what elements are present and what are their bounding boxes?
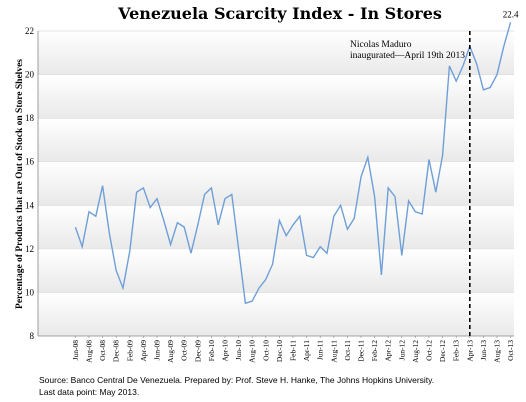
x-tick-label: Apr-12 (384, 340, 393, 362)
y-axis-label: Percentage of Products that are Out of S… (15, 59, 25, 309)
x-tick-label: Aug-09 (166, 340, 175, 363)
x-tick-label: Jun-13 (479, 340, 488, 361)
x-tick-label: Aug-13 (493, 340, 502, 363)
x-tick-label: Dec-10 (275, 340, 284, 362)
x-tick-label: Apr-11 (302, 340, 311, 361)
x-tick-label: Aug-08 (85, 340, 94, 363)
x-tick-label: Jun-08 (71, 340, 80, 361)
x-tick-label: Feb-09 (125, 340, 134, 361)
x-tick-label: Aug-10 (248, 340, 257, 363)
x-tick-label: Oct-10 (261, 340, 270, 361)
grid-band (38, 292, 514, 336)
grid-band (38, 74, 514, 119)
y-tick-label: 22 (25, 26, 34, 36)
x-tick-label: Oct-11 (343, 340, 352, 361)
y-tick-label: 10 (25, 287, 35, 297)
x-tick-label: Oct-13 (506, 340, 515, 361)
x-tick-label: Oct-12 (425, 340, 434, 361)
x-tick-label: Jun-10 (234, 340, 243, 361)
series-line (74, 22, 512, 305)
x-tick-label: Aug-11 (329, 340, 338, 363)
x-tick-label: Apr-10 (221, 340, 230, 362)
x-tick-label: Feb-13 (452, 340, 461, 361)
source-line-2: Last data point: May 2013. (39, 387, 139, 397)
x-tick-label: Jun-12 (397, 340, 406, 361)
x-tick-label: Dec-12 (438, 340, 447, 362)
y-tick-label: 8 (30, 331, 35, 341)
y-tick-label: 20 (25, 70, 35, 80)
x-tick-label: Oct-09 (180, 340, 189, 361)
x-tick-label: Jun-11 (316, 340, 325, 360)
y-tick-label: 18 (25, 113, 35, 123)
x-tick-label: Apr-13 (465, 340, 474, 362)
end-value-label: 22.4 (503, 9, 519, 19)
chart-title: Venezuela Scarcity Index - In Stores (117, 4, 442, 23)
x-tick-label: Dec-08 (112, 340, 121, 362)
y-axis-ticks: 8 10 12 14 16 18 20 22 (25, 26, 35, 341)
annotation-line-2: inaugurated—April 19th 2013 (350, 51, 465, 61)
x-tick-label: Jun-09 (153, 340, 162, 361)
x-tick-label: Apr-09 (139, 340, 148, 362)
x-tick-label: Feb-11 (289, 340, 298, 361)
y-tick-label: 14 (25, 200, 35, 210)
annotation-line-1: Nicolas Maduro (350, 40, 412, 50)
x-axis-ticks: Jun-08 Aug-08 Oct-08 Dec-08 Feb-09 Apr-09 Jun-… (71, 336, 515, 363)
y-tick-label: 16 (25, 157, 35, 167)
x-tick-label: Dec-09 (193, 340, 202, 362)
plot-background (38, 30, 514, 336)
x-tick-label: Oct-08 (98, 340, 107, 361)
x-tick-label: Feb-10 (207, 340, 216, 361)
grid-band (38, 248, 514, 293)
x-tick-label: Feb-12 (370, 340, 379, 361)
grid-band (38, 118, 514, 162)
grid-band (38, 161, 514, 206)
grid-band (38, 31, 514, 75)
y-tick-label: 12 (25, 244, 34, 254)
source-line-1: Source: Banco Central De Venezuela. Prep… (39, 375, 434, 385)
x-tick-label: Aug-12 (411, 340, 420, 363)
x-tick-label: Dec-11 (357, 340, 366, 362)
